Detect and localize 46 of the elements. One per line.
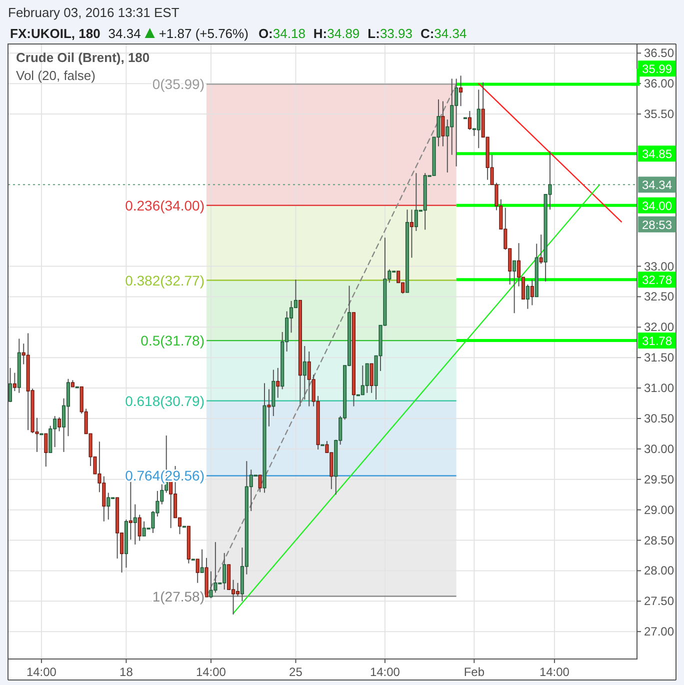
x-tick-label: 14:00 (539, 665, 570, 679)
x-tick-label: 18 (120, 665, 134, 679)
text: Crude Oil (Brent), 180 (16, 50, 150, 65)
y-tick-label: 30.50 (644, 411, 674, 426)
y-tick-label: 28.00 (644, 564, 674, 578)
y-tick-label: 29.50 (644, 472, 674, 486)
y-tick-label: 31.50 (644, 350, 674, 365)
ref-line-label: 34.00 (642, 198, 672, 213)
y-tick-label: 32.50 (644, 290, 674, 304)
ref-line-label: 0.236(34.00) (125, 197, 205, 214)
x-tick-label: Feb (464, 665, 485, 679)
text: O:34.18 (258, 26, 306, 41)
x-tick-label: 25 (289, 665, 303, 679)
text: L:33.93 (368, 26, 412, 41)
text: C:34.34 (420, 26, 467, 41)
text: 28:53 (642, 218, 672, 232)
text: H:34.89 (313, 26, 360, 41)
ref-line-label: 34.34 (642, 178, 672, 192)
y-tick-label: 28.50 (644, 533, 674, 548)
ref-line-label: 32.78 (642, 273, 672, 288)
ref-line-label: 35.99 (642, 62, 672, 76)
x-tick-label: 14:00 (26, 665, 57, 679)
ref-line-label: 0.382(32.77) (125, 272, 205, 288)
text: February 03, 2016 13:31 EST (8, 5, 180, 20)
ref-line-label: 34.85 (642, 147, 672, 162)
ref-line-label: 0(35.99) (152, 76, 205, 92)
y-tick-label: 35.50 (644, 107, 674, 122)
y-tick-label: 30.00 (644, 442, 674, 456)
x-tick-label: 14:00 (196, 665, 226, 679)
x-tick-label: 14:00 (370, 665, 400, 679)
y-tick-label: 36.50 (644, 46, 674, 60)
y-tick-label: 29.00 (644, 502, 674, 517)
y-tick-label: 36.00 (644, 76, 674, 91)
text: Vol (20, false) (16, 68, 96, 83)
ref-line-label: 31.78 (642, 334, 672, 348)
y-tick-label: 27.00 (644, 624, 674, 639)
ref-line-label: 0.618(30.79) (125, 392, 205, 409)
text: +1.87 (+5.76%) (158, 26, 248, 41)
y-tick-label: 27.50 (644, 594, 674, 608)
y-tick-label: 32.00 (644, 320, 674, 334)
y-tick-label: 33.00 (644, 259, 674, 274)
y-tick-label: 31.00 (644, 381, 674, 396)
ref-line-label: 1(27.58) (152, 588, 205, 604)
ref-line-label: 0.5(31.78) (140, 332, 205, 349)
text: FX:UKOIL, 180 (10, 26, 100, 41)
text: 34.34 (108, 26, 141, 41)
